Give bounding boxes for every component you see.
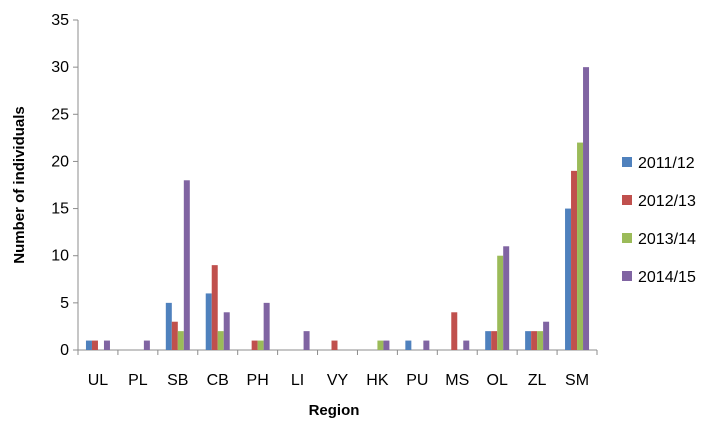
bar [543, 321, 550, 350]
bar [85, 340, 92, 350]
x-tick-label: PH [247, 372, 269, 389]
bar [205, 293, 212, 350]
bar [217, 331, 224, 350]
y-tick-label: 10 [51, 248, 69, 265]
y-tick-label: 35 [51, 12, 69, 29]
plot-area: 0 5 10 15 20 25 30 35 UL PL SB CB PH LI VY HK PU MS OL ZL SM [51, 12, 598, 389]
x-tick-label: ZL [528, 372, 547, 389]
legend-label: 2011/12 [638, 155, 695, 172]
bar [171, 321, 178, 350]
bar [251, 340, 258, 350]
x-tick-label: SM [565, 372, 589, 389]
y-tick-label: 30 [51, 59, 69, 76]
x-tick-label: CB [207, 372, 229, 389]
x-tick-label: OL [487, 372, 508, 389]
bar [223, 312, 230, 350]
bar [571, 170, 578, 350]
bar [383, 340, 390, 350]
y-tick-label: 5 [60, 295, 69, 312]
bar [577, 142, 584, 350]
legend-swatch [622, 195, 632, 205]
bar [485, 331, 492, 350]
y-tick-label: 20 [51, 153, 69, 170]
bar [503, 246, 510, 350]
y-tick-label: 0 [60, 342, 69, 359]
bar [525, 331, 532, 350]
y-tick-label: 25 [51, 106, 69, 123]
x-tick-label: HK [366, 372, 389, 389]
bar [463, 340, 470, 350]
legend-label: 2013/14 [638, 231, 696, 248]
x-tick-label: SB [167, 372, 188, 389]
bar [143, 340, 150, 350]
bar [91, 340, 98, 350]
bar [177, 331, 184, 350]
bar [405, 340, 412, 350]
y-axis-title: Number of individuals [11, 106, 28, 264]
bar [183, 180, 190, 350]
bar [583, 67, 590, 350]
bar [211, 265, 218, 350]
x-tick-label: PL [128, 372, 148, 389]
legend-swatch [622, 233, 632, 243]
bar [451, 312, 458, 350]
legend-label: 2012/13 [638, 193, 696, 210]
bar [377, 340, 384, 350]
bar [103, 340, 110, 350]
bar [263, 302, 270, 350]
bar [165, 302, 172, 350]
bar [537, 331, 544, 350]
legend: 2011/12 2012/13 2013/14 2014/15 [622, 155, 696, 286]
x-tick-label: UL [88, 372, 109, 389]
bar [491, 331, 498, 350]
x-tick-label: PU [406, 372, 428, 389]
legend-swatch [622, 271, 632, 281]
x-tick-label: LI [291, 372, 304, 389]
legend-swatch [622, 157, 632, 167]
bar [531, 331, 538, 350]
bar [303, 331, 310, 350]
x-tick-label: VY [327, 372, 349, 389]
x-axis-title: Region [309, 402, 360, 419]
x-tick-label: MS [445, 372, 469, 389]
y-tick-label: 15 [51, 201, 69, 218]
bar [423, 340, 430, 350]
bar [331, 340, 338, 350]
bar [257, 340, 264, 350]
bar [565, 208, 572, 350]
bar [497, 255, 504, 350]
legend-label: 2014/15 [638, 269, 696, 286]
